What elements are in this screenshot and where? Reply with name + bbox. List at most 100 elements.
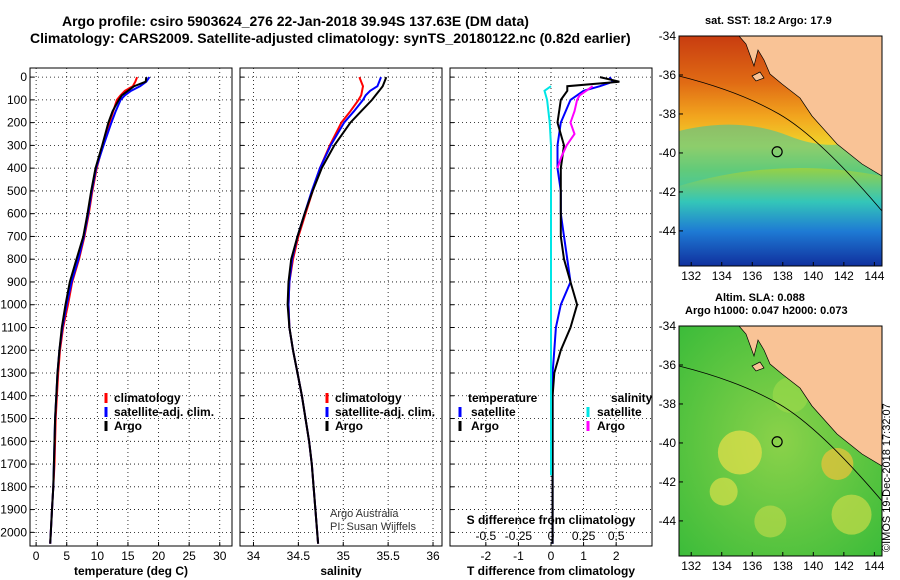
series-line <box>551 76 615 544</box>
y-tick-label: 200 <box>7 116 27 130</box>
map-y-tick-label: -40 <box>659 436 677 450</box>
map-x-tick-label: 138 <box>773 559 793 573</box>
map-x-tick-label: 144 <box>864 269 884 283</box>
kangaroo-island <box>751 361 765 372</box>
y-tick-label: 0 <box>20 70 27 84</box>
x-tick-label: -1 <box>513 549 524 563</box>
map-x-tick-label: 142 <box>834 269 854 283</box>
legend-label: climatology <box>114 391 181 405</box>
map-x-tick-label: 142 <box>834 559 854 573</box>
map-x-tick-label: 140 <box>803 559 823 573</box>
sla-map: 132 134 136 138 140 142 144 -34 -36 -38 -40 -42 -44 <box>659 319 885 573</box>
top-tick-label: -0.5 <box>475 529 496 543</box>
series-line <box>49 76 148 544</box>
series-line <box>543 85 552 476</box>
x-tick-label: 0 <box>33 549 40 563</box>
map-x-tick-label: 136 <box>742 269 762 283</box>
x-axis-label: temperature (deg C) <box>74 564 188 578</box>
map-x-tick-label: 136 <box>742 559 762 573</box>
legend-heading-salinity: salinity <box>611 391 653 405</box>
x-tick-label: 20 <box>152 549 166 563</box>
series-line <box>287 76 365 544</box>
x-tick-label: 34 <box>247 549 261 563</box>
top-tick-label: -0.25 <box>505 529 533 543</box>
legend-label: satellite <box>597 405 642 419</box>
panel-temperature: 0 5 10 15 20 25 30 temperature (deg C) 0 100 200 30… <box>0 67 233 578</box>
x-tick-label: 36 <box>426 549 440 563</box>
x-axis-label: T difference from climatology <box>467 564 635 578</box>
y-tick-label: 1000 <box>0 298 27 312</box>
sst-map-title: sat. SST: 18.2 Argo: 17.9 <box>705 15 832 27</box>
map-x-tick-label: 132 <box>681 269 701 283</box>
map-frame <box>678 35 883 267</box>
series-line <box>551 76 620 544</box>
x-tick-label: 35.5 <box>376 549 400 563</box>
x-tick-label: 30 <box>213 549 227 563</box>
map-y-tick-label: -34 <box>659 29 677 43</box>
sla-map-title-2: Argo h1000: 0.047 h2000: 0.073 <box>685 305 848 317</box>
credit-line1: Argo Australia <box>330 508 399 520</box>
series-line <box>556 85 594 169</box>
x-tick-label: 5 <box>63 549 70 563</box>
y-tick-label: 400 <box>7 161 27 175</box>
x-axis-label: salinity <box>320 564 362 578</box>
sla-map-title-1: Altim. SLA: 0.088 <box>715 292 805 304</box>
legend-label: Argo <box>471 419 499 433</box>
anomaly-blob <box>821 448 854 480</box>
map-y-tick-label: -42 <box>659 475 677 489</box>
y-tick-label: 700 <box>7 229 27 243</box>
imos-stamp: ©IMOS 19-Dec-2018 17:32:07 <box>881 403 893 552</box>
map-y-tick-label: -34 <box>659 319 677 333</box>
difference-legend: temperature salinitysatelliteArgosatellit… <box>458 391 653 433</box>
panel-salinity: 34 34.5 35 35.5 36 salinity climatologysatelli… <box>239 67 443 578</box>
x-tick-label: 0 <box>548 549 555 563</box>
sst-map: 132 134 136 138 140 142 144 -34 -36 -38 -40 -42 -44 <box>659 29 885 283</box>
y-tick-label: 1700 <box>0 457 27 471</box>
top-axis-label: S difference from climatology <box>467 513 636 527</box>
shelf-contour <box>678 365 883 502</box>
x-tick-label: 35 <box>337 549 351 563</box>
y-tick-label: 1300 <box>0 366 27 380</box>
series-line <box>286 76 388 544</box>
map-y-tick-label: -44 <box>659 514 677 528</box>
legend-label: Argo <box>335 419 363 433</box>
credit-line2: PI: Susan Wijffels <box>330 521 416 533</box>
y-tick-label: 600 <box>7 207 27 221</box>
legend-label: satellite <box>471 405 516 419</box>
y-tick-label: 900 <box>7 275 27 289</box>
x-tick-label: 34.5 <box>287 549 311 563</box>
x-tick-label: 10 <box>91 549 105 563</box>
anomaly-blob <box>709 477 738 506</box>
legend-heading-temperature: temperature <box>468 391 538 405</box>
anomaly-blob <box>754 505 787 538</box>
map-y-tick-label: -42 <box>659 185 677 199</box>
series-line <box>49 76 139 544</box>
legend-label: satellite-adj. clim. <box>114 405 214 419</box>
y-tick-label: 1600 <box>0 434 27 448</box>
figure-title-line2: Climatology: CARS2009. Satellite-adjuste… <box>30 30 631 46</box>
land-mass <box>679 325 883 467</box>
y-tick-label: 1800 <box>0 480 27 494</box>
x-tick-label: 1 <box>580 549 587 563</box>
top-tick-label: 0 <box>548 529 555 543</box>
y-tick-label: 1900 <box>0 503 27 517</box>
map-x-tick-label: 134 <box>712 559 732 573</box>
map-x-tick-label: 140 <box>803 269 823 283</box>
x-tick-label: 2 <box>613 549 620 563</box>
map-y-tick-label: -36 <box>659 358 677 372</box>
land-mass <box>679 35 883 177</box>
anomaly-blob <box>831 494 872 535</box>
legend-label: Argo <box>597 419 625 433</box>
y-tick-label: 500 <box>7 184 27 198</box>
top-tick-label: 0.25 <box>572 529 596 543</box>
y-tick-label: 2000 <box>0 525 27 539</box>
figure-title-line1: Argo profile: csiro 5903624_276 22-Jan-2… <box>62 13 529 29</box>
map-y-tick-label: -36 <box>659 68 677 82</box>
y-tick-label: 800 <box>7 252 27 266</box>
plot-frame <box>239 67 443 547</box>
plot-frame <box>29 67 233 547</box>
legend-label: Argo <box>114 419 142 433</box>
y-tick-label: 1100 <box>1 320 27 334</box>
